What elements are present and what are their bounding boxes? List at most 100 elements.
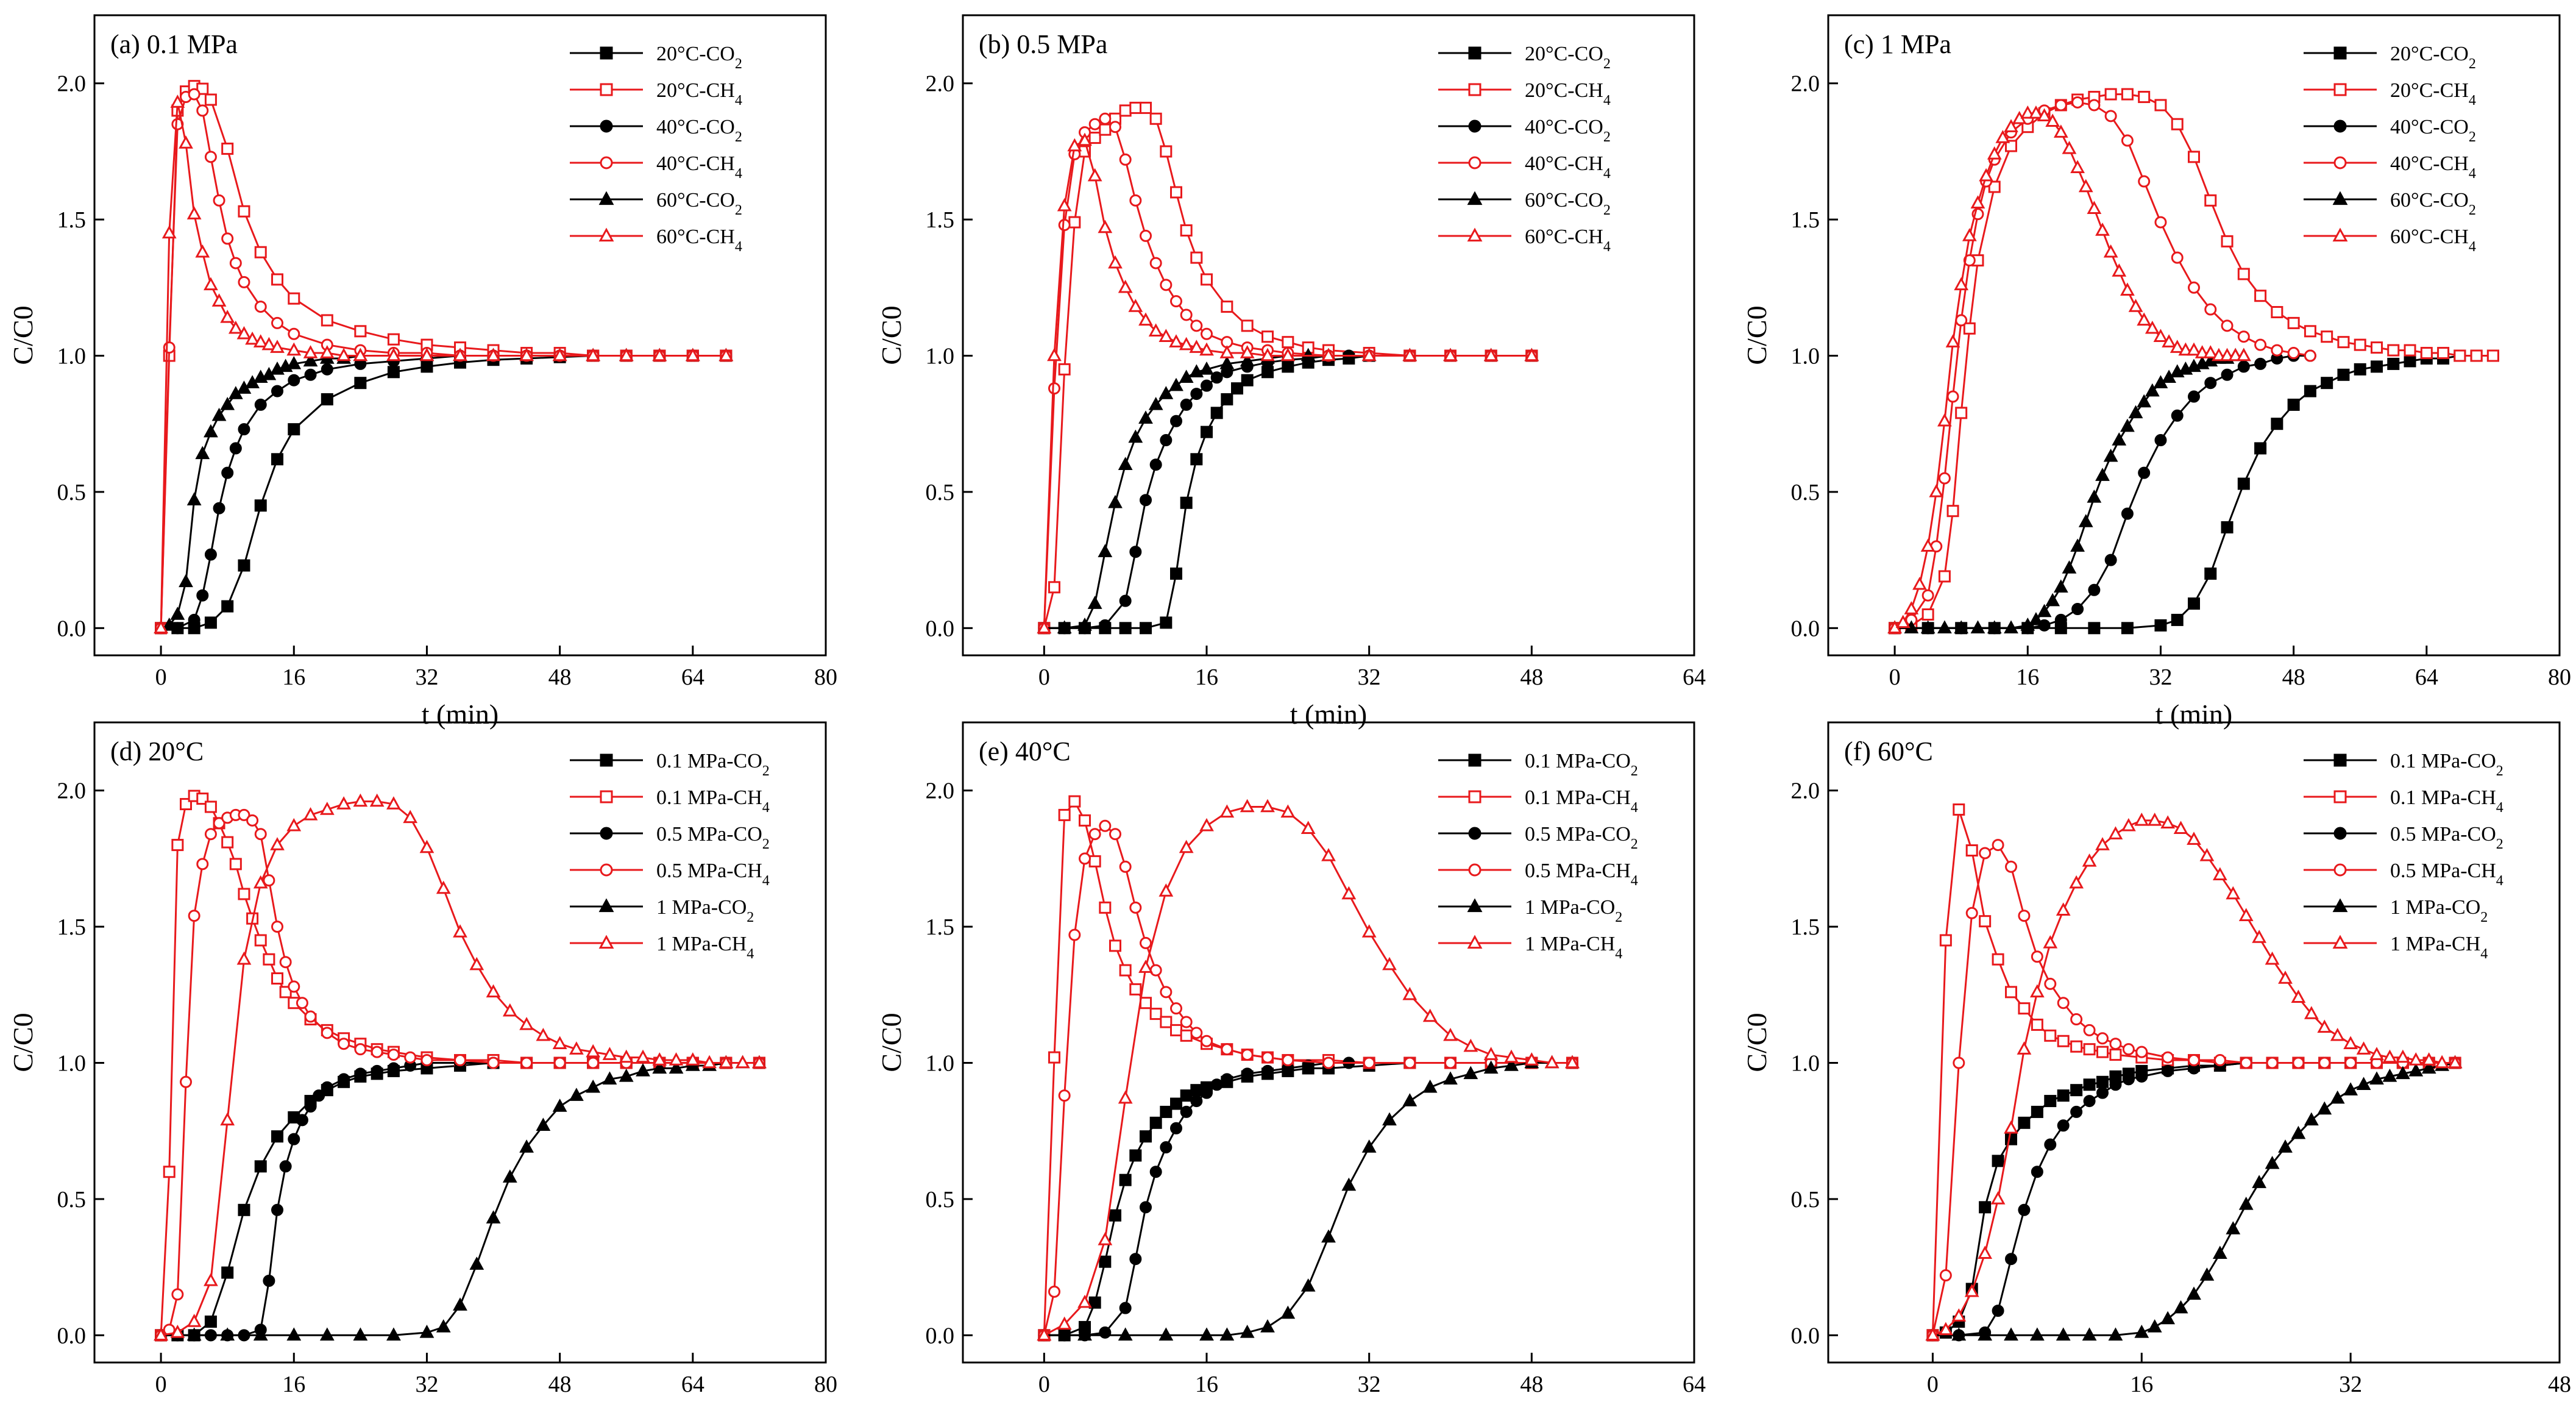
data-point [1129,983,1142,996]
data-point [336,347,351,362]
series-group [1887,105,2251,634]
data-point [2108,1327,2123,1341]
data-point [2005,986,2017,999]
data-point [2343,1036,2358,1049]
data-point [196,589,209,602]
data-point [1048,1285,1060,1298]
x-tick-label: 80 [814,1372,837,1397]
data-point [1170,415,1182,427]
legend-label: 20°C-CH4 [2390,79,2476,109]
legend-label: 0.1 MPa-CH4 [2390,786,2503,816]
series-group [1038,349,1538,635]
data-point [2421,1052,2436,1066]
data-point [170,1324,185,1338]
panel-title: (a) 0.1 MPa [110,29,238,59]
data-point [2128,299,2143,312]
data-point [569,1041,584,1055]
data-point [263,874,275,887]
data-point [1240,345,1255,358]
data-point [1221,1043,1233,1056]
data-point [263,953,275,966]
x-tick-label: 0 [155,1372,167,1397]
legend-marker [1468,46,1481,60]
data-point [1098,1232,1113,1245]
data-point [552,1036,567,1049]
data-point [338,1038,350,1050]
data-point [2271,418,2283,430]
legend-marker [600,753,613,767]
data-point [1099,123,1112,136]
data-point [586,1044,601,1058]
data-point [1261,1064,1274,1077]
data-point [1180,496,1193,509]
legend-marker [1468,119,1481,133]
data-point [319,345,335,358]
legend-label: 20°C-CO2 [2390,43,2476,72]
data-point [2304,385,2316,397]
data-point [1280,347,1296,362]
legend-label: 60°C-CO2 [2390,189,2476,218]
x-tick-label: 48 [2548,1372,2571,1397]
x-tick-label: 64 [2415,664,2438,690]
data-point [238,423,250,436]
data-point [387,366,400,379]
data-point [2395,1066,2410,1080]
data-point [2087,201,2102,214]
data-point [1443,1071,1458,1085]
data-point [1169,377,1183,391]
data-point [404,1051,417,1064]
legend-label: 0.5 MPa-CO2 [1525,823,1638,852]
y-tick-label: 1.0 [57,344,87,369]
data-point [288,327,300,340]
data-point [1148,323,1163,337]
data-point [354,1067,367,1080]
x-axis-label: t (min) [2156,1406,2232,1407]
data-point [1088,828,1101,841]
legend-label: 60°C-CH4 [2390,226,2476,255]
data-point [453,347,467,362]
data-point [436,1319,451,1333]
data-point [1231,382,1243,395]
data-point [254,246,267,258]
data-point [2221,521,2234,533]
x-tick-label: 0 [1038,1372,1050,1397]
data-point [1109,1209,1121,1222]
data-point [1179,337,1194,351]
data-point [1463,1066,1478,1080]
data-point [520,1056,533,1069]
data-point [1180,1029,1193,1042]
legend-marker [1468,827,1481,840]
data-point [1361,1139,1377,1153]
y-tick-label: 1.5 [1791,914,1820,940]
data-point [469,1256,484,1270]
data-point [254,499,267,512]
legend-marker [2333,46,2347,60]
data-point [2087,489,2102,503]
data-point [2356,1041,2371,1055]
data-point [2122,1073,2135,1086]
data-point [1129,546,1142,558]
data-point [1119,594,1132,607]
data-point [2031,1105,2043,1118]
data-point [2382,1068,2397,1082]
data-point [1925,1327,1940,1341]
data-point [271,453,283,466]
data-point [2018,1203,2031,1216]
data-point [2138,466,2151,479]
data-point [1179,839,1194,853]
series-line [1043,139,1532,629]
data-point [669,1052,684,1066]
data-point [171,1288,184,1301]
data-point [1939,934,1952,947]
legend-marker [1467,898,1483,913]
data-point [1963,322,1976,335]
data-point [2371,341,2383,354]
legend-label: 40°C-CO2 [1525,116,1611,145]
y-axis-label: C/C0 [1741,1013,1772,1072]
data-point [2204,567,2217,580]
series-group [1925,812,2463,1341]
chart-panel: 0 16 32 48 64 0.0 0.5 1.0 1.5 2.0 t (min) C/C0 (e) 4… [876,721,1706,1407]
data-point [453,1297,467,1311]
data-point [369,793,385,807]
data-point [188,88,200,101]
